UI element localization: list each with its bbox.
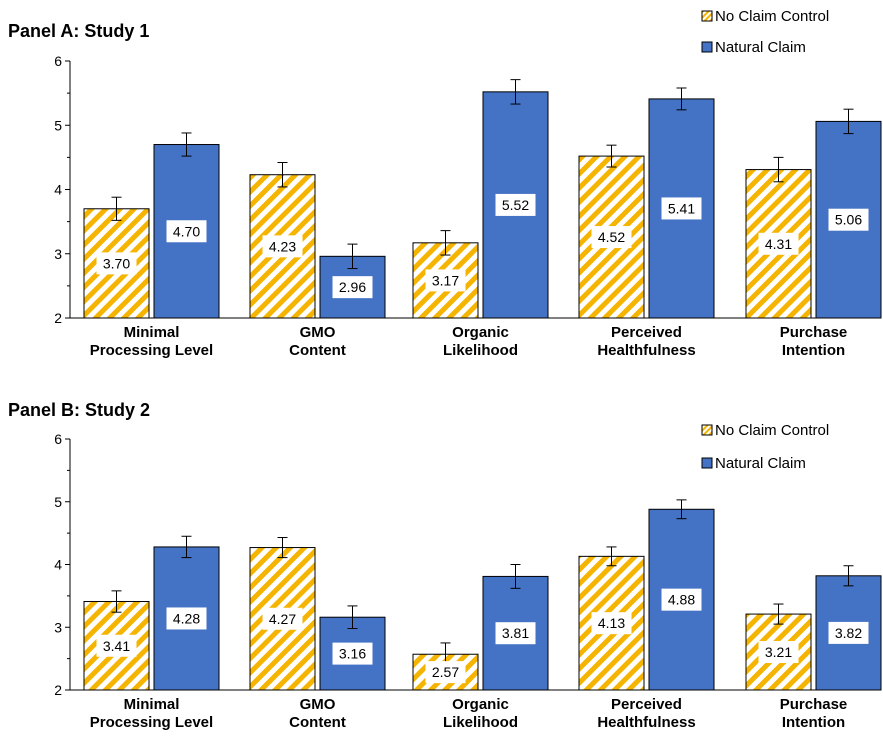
data-label: 5.52 — [502, 197, 529, 213]
data-label-box — [96, 634, 137, 657]
y-tick-label: 5 — [54, 494, 62, 510]
panel-title: Panel A: Study 1 — [8, 21, 149, 41]
category-label: Content — [289, 342, 346, 359]
data-label-box — [495, 622, 536, 645]
legend-swatch — [701, 41, 713, 53]
panel-a: Panel A: Study 1 2 3 4 5 6 3.70 4.70 MinimalProc… — [8, 8, 882, 359]
y-tick-label: 5 — [54, 117, 62, 133]
data-label: 2.96 — [339, 279, 366, 295]
category-label: Purchase — [780, 696, 848, 713]
category-label: GMO — [300, 324, 336, 341]
category-label: Minimal — [124, 324, 180, 341]
panel-b: Panel B: Study 2 2 3 4 5 6 3.41 4.28 MinimalProc… — [8, 400, 882, 731]
data-label-box — [828, 208, 869, 231]
y-tick-label: 4 — [54, 182, 62, 198]
data-label-box — [262, 235, 303, 258]
legend-swatch — [701, 10, 713, 22]
category-label: Healthfulness — [597, 714, 695, 731]
legend-swatch — [701, 457, 713, 469]
data-label: 3.17 — [432, 272, 459, 288]
data-label-box — [262, 607, 303, 630]
data-label-box — [758, 232, 799, 255]
legend-label: No Claim Control — [715, 8, 829, 25]
category-label: Purchase — [780, 324, 848, 341]
y-tick-label: 3 — [54, 619, 62, 635]
data-label-box — [661, 588, 702, 611]
data-label: 3.81 — [502, 625, 529, 641]
data-label: 4.88 — [668, 592, 695, 608]
data-label: 3.82 — [835, 625, 862, 641]
category-label: Organic — [452, 324, 509, 341]
data-label: 4.70 — [173, 223, 200, 239]
category-label: Healthfulness — [597, 342, 695, 359]
y-tick-label: 3 — [54, 246, 62, 262]
data-label: 3.41 — [103, 638, 130, 654]
category-label: Processing Level — [90, 342, 213, 359]
data-label: 3.21 — [765, 644, 792, 660]
data-label: 4.31 — [765, 236, 792, 252]
data-label-box — [495, 193, 536, 216]
y-tick-label: 6 — [54, 53, 62, 69]
category-label: Perceived — [611, 324, 682, 341]
legend-swatch — [701, 424, 713, 436]
y-tick-label: 2 — [54, 682, 62, 698]
category-label: Organic — [452, 696, 509, 713]
category-label: Processing Level — [90, 714, 213, 731]
data-label-box — [661, 197, 702, 220]
data-label-box — [96, 252, 137, 275]
category-label: Intention — [782, 342, 845, 359]
data-label-box — [828, 621, 869, 644]
category-label: GMO — [300, 696, 336, 713]
category-label: Likelihood — [443, 342, 518, 359]
data-label-box — [591, 226, 632, 249]
data-label: 4.28 — [173, 610, 200, 626]
category-label: Likelihood — [443, 714, 518, 731]
data-label-box — [332, 276, 373, 299]
data-label: 4.13 — [598, 615, 625, 631]
data-label-box — [332, 642, 373, 665]
data-label-box — [758, 641, 799, 664]
legend-label: Natural Claim — [715, 455, 806, 472]
category-label: Content — [289, 714, 346, 731]
data-label-box — [591, 612, 632, 635]
data-label: 5.06 — [835, 212, 862, 228]
y-tick-label: 2 — [54, 310, 62, 326]
data-label: 3.70 — [103, 255, 130, 271]
y-tick-label: 4 — [54, 557, 62, 573]
data-label: 5.41 — [668, 200, 695, 216]
data-label: 4.52 — [598, 229, 625, 245]
category-label: Perceived — [611, 696, 682, 713]
panel-title: Panel B: Study 2 — [8, 400, 150, 420]
data-label: 3.16 — [339, 646, 366, 662]
category-label: Minimal — [124, 696, 180, 713]
data-label-box — [166, 607, 207, 630]
data-label-box — [425, 269, 466, 292]
data-label: 2.57 — [432, 664, 459, 680]
data-label-box — [166, 220, 207, 243]
y-tick-label: 6 — [54, 431, 62, 447]
legend-label: Natural Claim — [715, 39, 806, 56]
data-label: 4.23 — [269, 238, 296, 254]
legend-label: No Claim Control — [715, 422, 829, 439]
data-label: 4.27 — [269, 611, 296, 627]
data-label-box — [425, 661, 466, 684]
category-label: Intention — [782, 714, 845, 731]
